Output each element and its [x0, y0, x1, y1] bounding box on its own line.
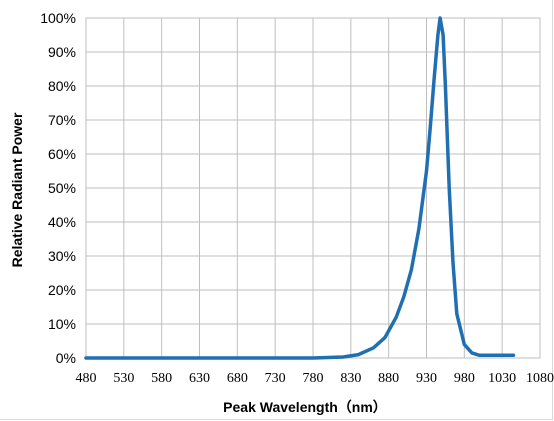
y-tick-labels: 0% 10% 20% 30% 40% 50% 60% 70% 80% 90% 100%: [40, 10, 76, 366]
y-tick-label: 60%: [48, 146, 76, 162]
x-tick-label: 680: [227, 371, 248, 386]
y-tick-label: 90%: [48, 44, 76, 60]
x-tick-label: 1030: [488, 371, 516, 386]
x-tick-label: 480: [76, 371, 97, 386]
x-tick-label: 580: [151, 371, 172, 386]
y-tick-label: 40%: [48, 214, 76, 230]
x-tick-label: 980: [454, 371, 475, 386]
grid-lines: [85, 17, 541, 359]
x-tick-labels: 480 530 580 630 680 730 780 830 880 930 980 1030 108…: [76, 371, 554, 386]
x-axis-title: Peak Wavelength（nm）: [223, 399, 387, 415]
x-tick-label: 880: [378, 371, 399, 386]
x-tick-label: 530: [113, 371, 134, 386]
series-line: [84, 16, 516, 360]
x-tick-label: 630: [189, 371, 210, 386]
x-tick-label: 830: [340, 371, 361, 386]
y-tick-label: 30%: [48, 248, 76, 264]
x-tick-label: 780: [303, 371, 324, 386]
y-tick-label: 50%: [48, 180, 76, 196]
x-tick-label: 730: [265, 371, 286, 386]
plot-area-border: [85, 17, 541, 359]
series-group: [84, 16, 516, 360]
y-axis-title: Relative Radiant Power: [9, 112, 25, 267]
x-tick-label: 1080: [526, 371, 554, 386]
y-tick-label: 20%: [48, 282, 76, 298]
y-tick-label: 0%: [56, 350, 76, 366]
y-tick-label: 10%: [48, 316, 76, 332]
y-tick-label: 70%: [48, 112, 76, 128]
y-tick-label: 100%: [40, 10, 76, 26]
y-tick-label: 80%: [48, 78, 76, 94]
x-tick-label: 930: [416, 371, 437, 386]
